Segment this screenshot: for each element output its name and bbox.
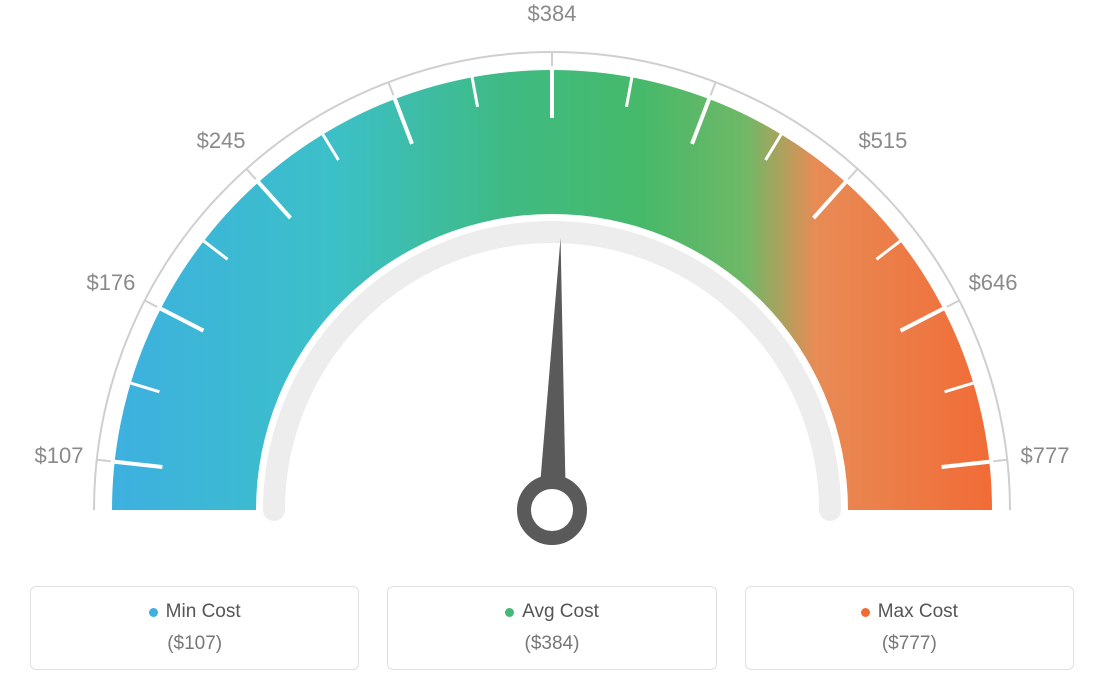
gauge-tick-label: $176 [86, 270, 135, 296]
dot-max [861, 608, 870, 617]
gauge-tick-label: $777 [1021, 443, 1070, 469]
gauge-area: $107 $176 $245 $384 $515 $646 $777 [0, 0, 1104, 560]
gauge-tick-label: $245 [197, 128, 246, 154]
legend-top-avg: Avg Cost [388, 601, 715, 623]
dot-avg [505, 608, 514, 617]
legend-card-min: Min Cost ($107) [30, 586, 359, 670]
legend-card-avg: Avg Cost ($384) [387, 586, 716, 670]
gauge-outer-tick [246, 169, 255, 179]
gauge-tick-label: $646 [969, 270, 1018, 296]
legend-value-avg: ($384) [388, 633, 715, 655]
gauge-outer-tick [848, 169, 857, 179]
dot-min [149, 608, 158, 617]
gauge-svg [0, 0, 1104, 560]
gauge-outer-tick [145, 300, 157, 306]
gauge-outer-tick [711, 82, 716, 95]
legend-label-avg: Avg Cost [522, 601, 599, 623]
gauge-outer-tick [947, 300, 959, 306]
gauge-outer-tick [388, 82, 393, 95]
gauge-hub [524, 482, 580, 538]
cost-gauge-container: $107 $176 $245 $384 $515 $646 $777 Min Cost ($… [0, 0, 1104, 690]
gauge-tick-label: $384 [528, 1, 577, 27]
legend-value-min: ($107) [31, 633, 358, 655]
gauge-needle [538, 238, 566, 510]
legend-row: Min Cost ($107) Avg Cost ($384) Max Cost… [0, 586, 1104, 670]
legend-top-min: Min Cost [31, 601, 358, 623]
gauge-outer-tick [97, 460, 111, 462]
legend-label-max: Max Cost [878, 601, 958, 623]
gauge-tick-label: $107 [35, 443, 84, 469]
gauge-outer-tick [993, 460, 1007, 462]
legend-card-max: Max Cost ($777) [745, 586, 1074, 670]
legend-value-max: ($777) [746, 633, 1073, 655]
gauge-tick-label: $515 [858, 128, 907, 154]
legend-top-max: Max Cost [746, 601, 1073, 623]
legend-label-min: Min Cost [166, 601, 241, 623]
